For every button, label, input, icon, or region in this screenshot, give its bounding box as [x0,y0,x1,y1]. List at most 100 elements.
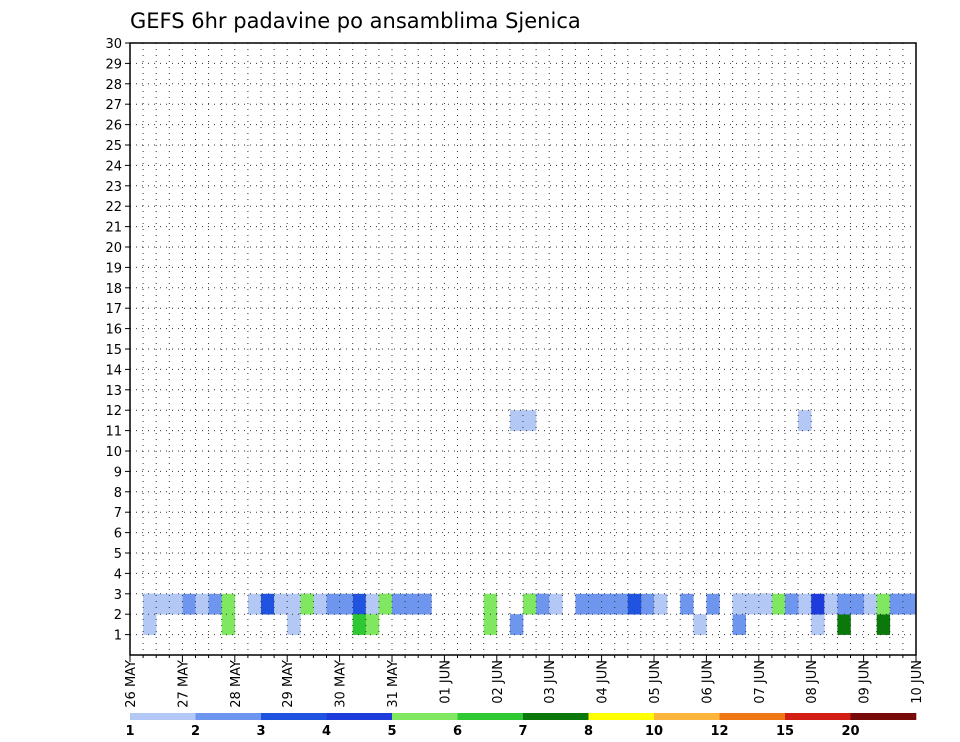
x-tick-label: 10 JUN [910,660,925,704]
x-tick-label: 04 JUN [596,660,611,704]
y-tick-label: 18 [105,282,122,297]
precip-cell [614,593,629,615]
colorbar-swatch [785,713,851,720]
y-tick-label: 7 [114,506,122,521]
chart-title: GEFS 6hr padavine po ansamblima Sjenica [130,9,581,33]
colorbar-label: 12 [710,724,728,739]
precip-cell [798,410,812,431]
y-tick-label: 6 [114,527,122,542]
y-tick-label: 14 [105,363,122,378]
precip-cell [326,593,340,615]
precip-cell [509,614,524,635]
y-tick-label: 11 [105,425,122,440]
colorbar-swatch [719,713,786,720]
precip-cell [274,593,288,615]
y-tick-label: 24 [105,159,122,174]
y-tick-label: 28 [105,78,122,93]
precip-cell [575,593,589,615]
y-tick-label: 8 [114,486,122,501]
precip-cell [509,410,524,431]
precip-cell [732,593,746,615]
colorbar-swatch [457,713,524,720]
precip-cell [837,593,851,615]
precip-cell [654,593,668,615]
precip-cell [811,614,825,635]
precip-cell [889,593,904,615]
precip-cell [771,593,786,615]
x-tick-label: 07 JUN [753,660,768,704]
precip-cell [339,593,353,615]
y-tick-label: 17 [105,302,122,317]
y-tick-label: 30 [105,37,122,52]
precip-cell [588,593,602,615]
colorbar-swatch [850,713,917,720]
y-tick-label: 26 [105,119,122,134]
precip-cell [261,593,275,615]
y-tick-label: 4 [114,567,122,582]
colorbar-swatch [588,713,655,720]
precip-cell [758,593,773,615]
precip-cell [247,593,262,615]
y-tick-label: 20 [105,241,122,256]
y-tick-label: 12 [105,404,122,419]
y-tick-label: 2 [114,608,122,623]
data-cells [143,410,917,635]
precip-cell [745,593,760,615]
precip-cell [902,593,917,615]
colorbar-swatch [130,713,196,720]
x-tick-label: 08 JUN [805,660,820,704]
colorbar-label: 15 [776,724,794,739]
colorbar-swatch [195,713,262,720]
precip-cell [169,593,183,615]
y-tick-label: 5 [114,547,122,562]
x-tick-label: 26 MAY [124,660,139,708]
precip-cell [837,614,851,635]
y-tick-label: 19 [105,261,122,276]
precip-cell [483,614,498,635]
y-axis: 1234567891011121314151617181920212223242… [105,37,130,644]
x-tick-label: 03 JUN [543,660,558,704]
precip-cell [627,593,642,615]
precip-cell [378,593,393,615]
precip-cell [365,614,380,635]
y-tick-label: 3 [114,588,122,603]
precip-cell [523,410,537,431]
colorbar-label: 5 [387,724,396,739]
precip-cell [693,614,707,635]
precip-cell [876,593,891,615]
precip-cell [352,593,367,615]
precip-cell [824,593,838,615]
colorbar-swatch [326,713,393,720]
grid-lines [130,43,916,655]
colorbar-swatch [261,713,327,720]
precip-cell [221,593,236,615]
precip-cell [156,593,170,615]
y-tick-label: 27 [105,98,122,113]
x-tick-label: 02 JUN [491,660,506,704]
precip-cell [536,593,550,615]
y-tick-label: 29 [105,57,122,72]
precip-cell [143,614,157,635]
x-tick-label: 27 MAY [176,660,191,708]
colorbar: 1 2 3 4 5 6 7 8 10 12 15 20 [125,713,917,739]
precip-cell [850,593,864,615]
y-tick-label: 15 [105,343,122,358]
precip-cell [798,593,812,615]
precip-cell [732,614,746,635]
y-tick-label: 13 [105,384,122,399]
colorbar-label: 10 [645,724,663,739]
x-tick-label: 06 JUN [700,660,715,704]
precip-cell [418,593,432,615]
precip-cell [195,593,209,615]
y-tick-label: 10 [105,445,122,460]
colorbar-label: 8 [584,724,593,739]
y-tick-label: 21 [105,221,122,236]
precip-cell [785,593,799,615]
precip-cell [287,614,301,635]
colorbar-label: 1 [125,724,134,739]
precip-cell [523,593,537,615]
y-tick-label: 22 [105,200,122,215]
y-tick-label: 16 [105,323,122,338]
colorbar-label: 2 [191,724,200,739]
